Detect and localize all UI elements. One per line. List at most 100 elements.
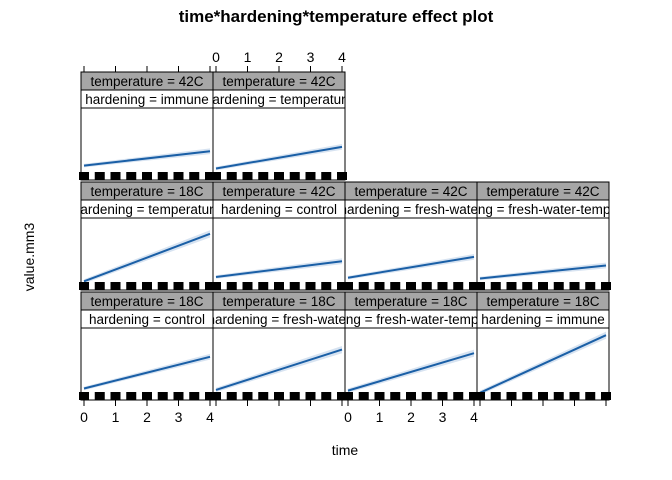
x-tick-label: 0 [80,409,88,425]
panel-plot-area [344,327,478,401]
strip-temperature-label: temperature = 18C [487,294,600,309]
rug-mark [79,282,89,290]
strip-temperature-label: temperature = 18C [91,184,204,199]
rug-mark [601,392,611,400]
rug-mark [289,282,300,290]
rug-mark [226,282,237,290]
rug-mark [553,392,564,400]
rug-mark [110,172,121,180]
panel-plot-area [80,107,214,181]
rug-mark [226,392,237,400]
panel-0: temperature = 42C hardening = immune [79,71,215,181]
panel-3: temperature = 42C hardening = control [211,181,347,291]
rug-mark [553,282,564,290]
x-tick-label: 1 [244,49,252,65]
fit-line [83,232,211,283]
x-tick-label: 0 [212,49,220,65]
rug-mark [205,282,215,290]
rug-mark [173,392,184,400]
rug-mark [469,392,479,400]
rug-mark [437,282,448,290]
y-axis-label: value.mm3 [21,223,37,292]
rug-mark [242,392,253,400]
rug-mark [469,282,479,290]
rug-mark [142,392,152,400]
x-tick-label: 0 [344,409,352,425]
rug-mark [205,392,215,400]
rug-mark [274,172,284,180]
rug-mark [569,282,580,290]
rug-mark [189,392,200,400]
strip-hardening-label: hardening = control [221,202,337,217]
x-tick-label: 1 [112,409,120,425]
rug-mark [157,282,168,290]
strip-temperature-label: temperature = 42C [355,184,468,199]
rug-mark [343,282,353,290]
rug-mark [79,392,89,400]
rug-mark [390,282,401,290]
panel-plot-area [80,217,214,291]
rug-mark [506,392,517,400]
rug-mark [305,282,316,290]
fit-line [479,264,607,280]
x-tick-label: 4 [206,409,214,425]
rug-mark [242,282,253,290]
rug-mark [506,282,517,290]
fit-line [215,260,343,279]
x-tick-label: 2 [407,409,415,425]
panel-plot-area [80,327,214,401]
panel-8: temperature = 18C hardening = fresh-water… [301,291,521,401]
rug-mark [211,282,221,290]
rug-mark [189,282,200,290]
rug-mark [94,392,105,400]
rug-mark [601,282,611,290]
x-tick-label: 4 [470,409,478,425]
rug-mark [374,282,385,290]
rug-mark [142,172,152,180]
x-tick-label: 2 [143,409,151,425]
rug-mark [421,282,432,290]
strip-temperature-label: temperature = 42C [487,184,600,199]
rug-mark [585,282,596,290]
rug-mark [421,392,432,400]
x-tick-label: 3 [175,409,183,425]
strip-temperature-label: temperature = 18C [223,294,336,309]
strip-hardening-label: hardening = fresh-water-temperature [301,312,521,327]
rug-mark [205,172,215,180]
panel-9: temperature = 18C hardening = immune [475,291,611,401]
panel-7: temperature = 18C hardening = fresh-water [208,291,351,401]
panel-plot-area [212,327,346,401]
rug-mark [337,392,347,400]
strip-hardening-label: hardening = temperature [205,92,353,107]
rug-mark [343,392,353,400]
rug-mark [406,392,416,400]
x-tick-label: 2 [275,49,283,65]
strip-hardening-label: hardening = fresh-water [208,312,351,327]
rug-mark [79,172,89,180]
rug-mark [274,282,284,290]
rug-mark [522,392,533,400]
x-tick-label: 3 [307,49,315,65]
strip-hardening-label: hardening = fresh-water [340,202,483,217]
rug-mark [173,172,184,180]
strip-temperature-label: temperature = 42C [223,184,336,199]
rug-mark [189,172,200,180]
rug-mark [258,282,269,290]
fit-line [215,145,343,170]
rug-mark [258,392,269,400]
rug-mark [538,282,548,290]
rug-mark [226,172,237,180]
strip-hardening-label: hardening = immune [481,312,604,327]
x-axis-label: time [332,442,359,458]
rug-mark [390,392,401,400]
rug-mark [242,172,253,180]
rug-mark [374,392,385,400]
rug-mark [453,392,464,400]
panel-4: temperature = 42C hardening = fresh-water [340,181,483,291]
rug-mark [274,392,284,400]
rug-mark [490,282,501,290]
rug-mark [406,282,416,290]
rug-mark [173,282,184,290]
